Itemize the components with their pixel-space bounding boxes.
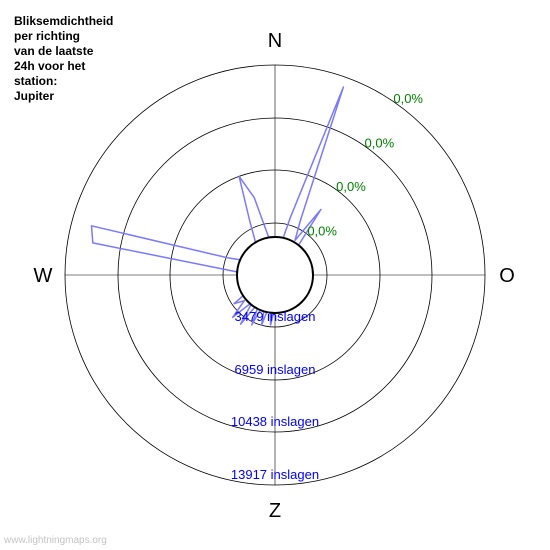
- ring-label-bottom: 3479 inslagen: [235, 309, 316, 324]
- ring-label-bottom: 10438 inslagen: [231, 414, 319, 429]
- compass-w: W: [34, 265, 53, 287]
- compass-n: N: [268, 30, 282, 52]
- watermark: www.lightningmaps.org: [4, 535, 107, 546]
- compass-s: Z: [269, 500, 281, 522]
- chart-title: Bliksemdichtheidper richtingvan de laats…: [14, 14, 113, 104]
- ring-label-bottom: 6959 inslagen: [235, 362, 316, 377]
- ring-label-pct: 0,0%: [393, 91, 423, 106]
- ring-label-bottom: 13917 inslagen: [231, 467, 319, 482]
- ring-label-pct: 0,0%: [336, 179, 366, 194]
- ring-label-pct: 0,0%: [365, 135, 395, 150]
- compass-e: O: [499, 265, 515, 287]
- center-circle: [237, 237, 313, 313]
- ring-label-pct: 0,0%: [307, 223, 337, 238]
